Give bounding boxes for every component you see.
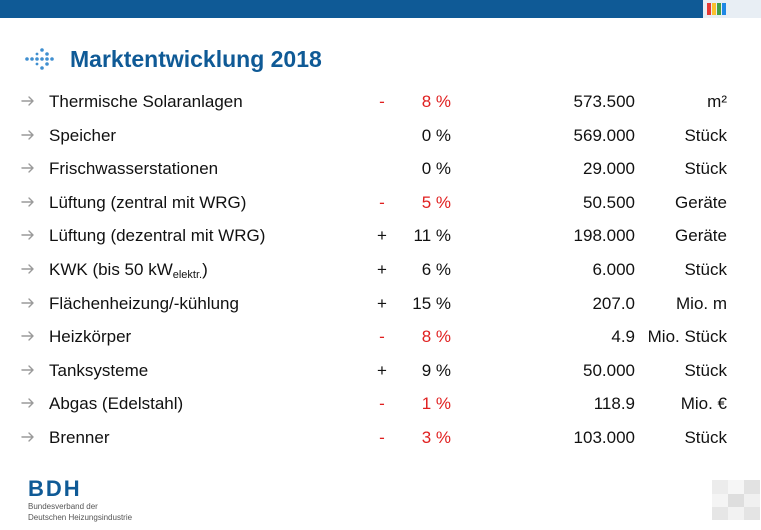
- color-stripe-blue: [722, 3, 726, 15]
- table-row: Heizkörper - 8 % 4.9 Mio. Stück: [0, 321, 761, 355]
- table-row: Flächenheizung/-kühlung +15 % 207.0 Mio. m: [0, 288, 761, 322]
- row-percent: 3 %: [421, 428, 451, 447]
- table-row: KWK (bis 50 kWelektr.) +6 % 6.000 Stück: [0, 254, 761, 288]
- row-value: 50.000: [583, 360, 635, 380]
- row-label: Lüftung (dezentral mit WRG): [49, 226, 266, 246]
- arrow-right-icon: [21, 197, 34, 207]
- row-label: KWK (bis 50 kWelektr.): [49, 260, 208, 281]
- table-row: Thermische Solaranlagen - 8 % 573.500 m²: [0, 86, 761, 120]
- row-percent: 6 %: [421, 260, 451, 279]
- page-title: Marktentwicklung 2018: [70, 45, 322, 72]
- color-stripe-yellow: [712, 3, 716, 15]
- row-percent: 1 %: [421, 394, 451, 414]
- row-value: 569.000: [573, 125, 635, 145]
- table-row: Tanksysteme +9 % 50.000 Stück: [0, 355, 761, 389]
- row-value: 29.000: [583, 159, 635, 179]
- row-percent: 8 %: [421, 92, 451, 111]
- row-unit: Mio. Stück: [647, 327, 727, 347]
- row-percent: 15 %: [412, 293, 451, 313]
- row-percent: 11 %: [413, 226, 452, 246]
- table-row: Frischwasserstationen 0 % 29.000 Stück: [0, 153, 761, 187]
- row-percent: 9 %: [421, 360, 451, 380]
- row-unit: Stück: [684, 125, 727, 145]
- row-unit: m²: [707, 92, 727, 111]
- arrow-right-icon: [21, 163, 34, 173]
- row-sign: -: [379, 92, 385, 111]
- table-row: Lüftung (dezentral mit WRG) +11 % 198.000 G…: [0, 220, 761, 254]
- row-label: Tanksysteme: [49, 360, 149, 380]
- row-percent: 0 %: [421, 125, 451, 145]
- row-unit: Stück: [684, 428, 727, 447]
- row-label: Heizkörper: [49, 327, 132, 347]
- row-unit: Stück: [684, 260, 727, 279]
- title-row: Marktentwicklung 2018: [24, 44, 322, 74]
- row-unit: Stück: [684, 360, 727, 380]
- arrow-right-icon: [21, 365, 34, 375]
- row-label: Lüftung (zentral mit WRG): [49, 192, 247, 212]
- row-label: Speicher: [49, 125, 117, 145]
- row-unit: Geräte: [675, 192, 727, 212]
- row-value: 198.000: [573, 226, 635, 246]
- table-row: Brenner - 3 % 103.000 Stück: [0, 422, 761, 456]
- arrow-right-icon: [21, 398, 34, 409]
- row-value: 207.0: [592, 293, 635, 313]
- row-sign: +: [377, 260, 387, 279]
- row-percent: 0 %: [421, 159, 451, 179]
- corner-decoration: [712, 480, 760, 520]
- arrow-right-icon: [21, 230, 34, 241]
- row-sign: +: [377, 226, 387, 246]
- row-label: Frischwasserstationen: [49, 159, 219, 179]
- arrow-right-icon: [21, 264, 34, 274]
- arrow-right-icon: [21, 129, 34, 140]
- row-sign: -: [379, 192, 385, 212]
- row-label: Thermische Solaranlagen: [49, 92, 243, 111]
- row-value: 118.9: [593, 394, 635, 414]
- row-label-subscript: elektr.: [172, 269, 203, 281]
- row-sign: +: [377, 360, 387, 380]
- row-sign: +: [377, 293, 387, 313]
- row-percent: 5 %: [421, 192, 451, 212]
- row-percent: 8 %: [421, 327, 451, 347]
- table-row: Lüftung (zentral mit WRG) - 5 % 50.500 Gerät…: [0, 187, 761, 221]
- row-sign: -: [379, 327, 385, 347]
- dotted-arrow-icon: [25, 48, 54, 70]
- table-row: Speicher 0 % 569.000 Stück: [0, 120, 761, 154]
- row-label: Brenner: [49, 428, 110, 447]
- logo-subtitle-line1: Bundesverband der: [28, 502, 98, 511]
- color-stripe-red: [707, 3, 711, 15]
- row-value: 103.000: [573, 428, 635, 447]
- logo-name: BDH: [28, 476, 82, 501]
- row-sign: -: [379, 428, 385, 447]
- arrow-right-icon: [21, 96, 34, 106]
- table-row: Abgas (Edelstahl) - 1 % 118.9 Mio. €: [0, 388, 761, 422]
- row-value: 4.9: [611, 327, 635, 347]
- header-decoration: [703, 0, 761, 18]
- row-label: Abgas (Edelstahl): [49, 394, 184, 414]
- color-stripe-green: [717, 3, 721, 15]
- row-value: 50.500: [583, 192, 635, 212]
- row-unit: Mio. m: [676, 293, 727, 313]
- row-label: Flächenheizung/-kühlung: [49, 293, 239, 313]
- row-value: 573.500: [573, 92, 635, 111]
- row-unit: Stück: [684, 159, 727, 179]
- row-unit: Mio. €: [680, 394, 727, 414]
- row-unit: Geräte: [675, 226, 727, 246]
- row-value: 6.000: [592, 260, 635, 279]
- arrow-right-icon: [21, 297, 34, 308]
- bdh-logo: BDH Bundesverband der Deutschen Heizungs…: [28, 476, 133, 523]
- arrow-right-icon: [21, 432, 34, 442]
- arrow-right-icon: [21, 331, 34, 341]
- row-sign: -: [379, 394, 385, 414]
- header-bar: [0, 0, 761, 18]
- logo-subtitle-line2: Deutschen Heizungsindustrie: [28, 513, 133, 522]
